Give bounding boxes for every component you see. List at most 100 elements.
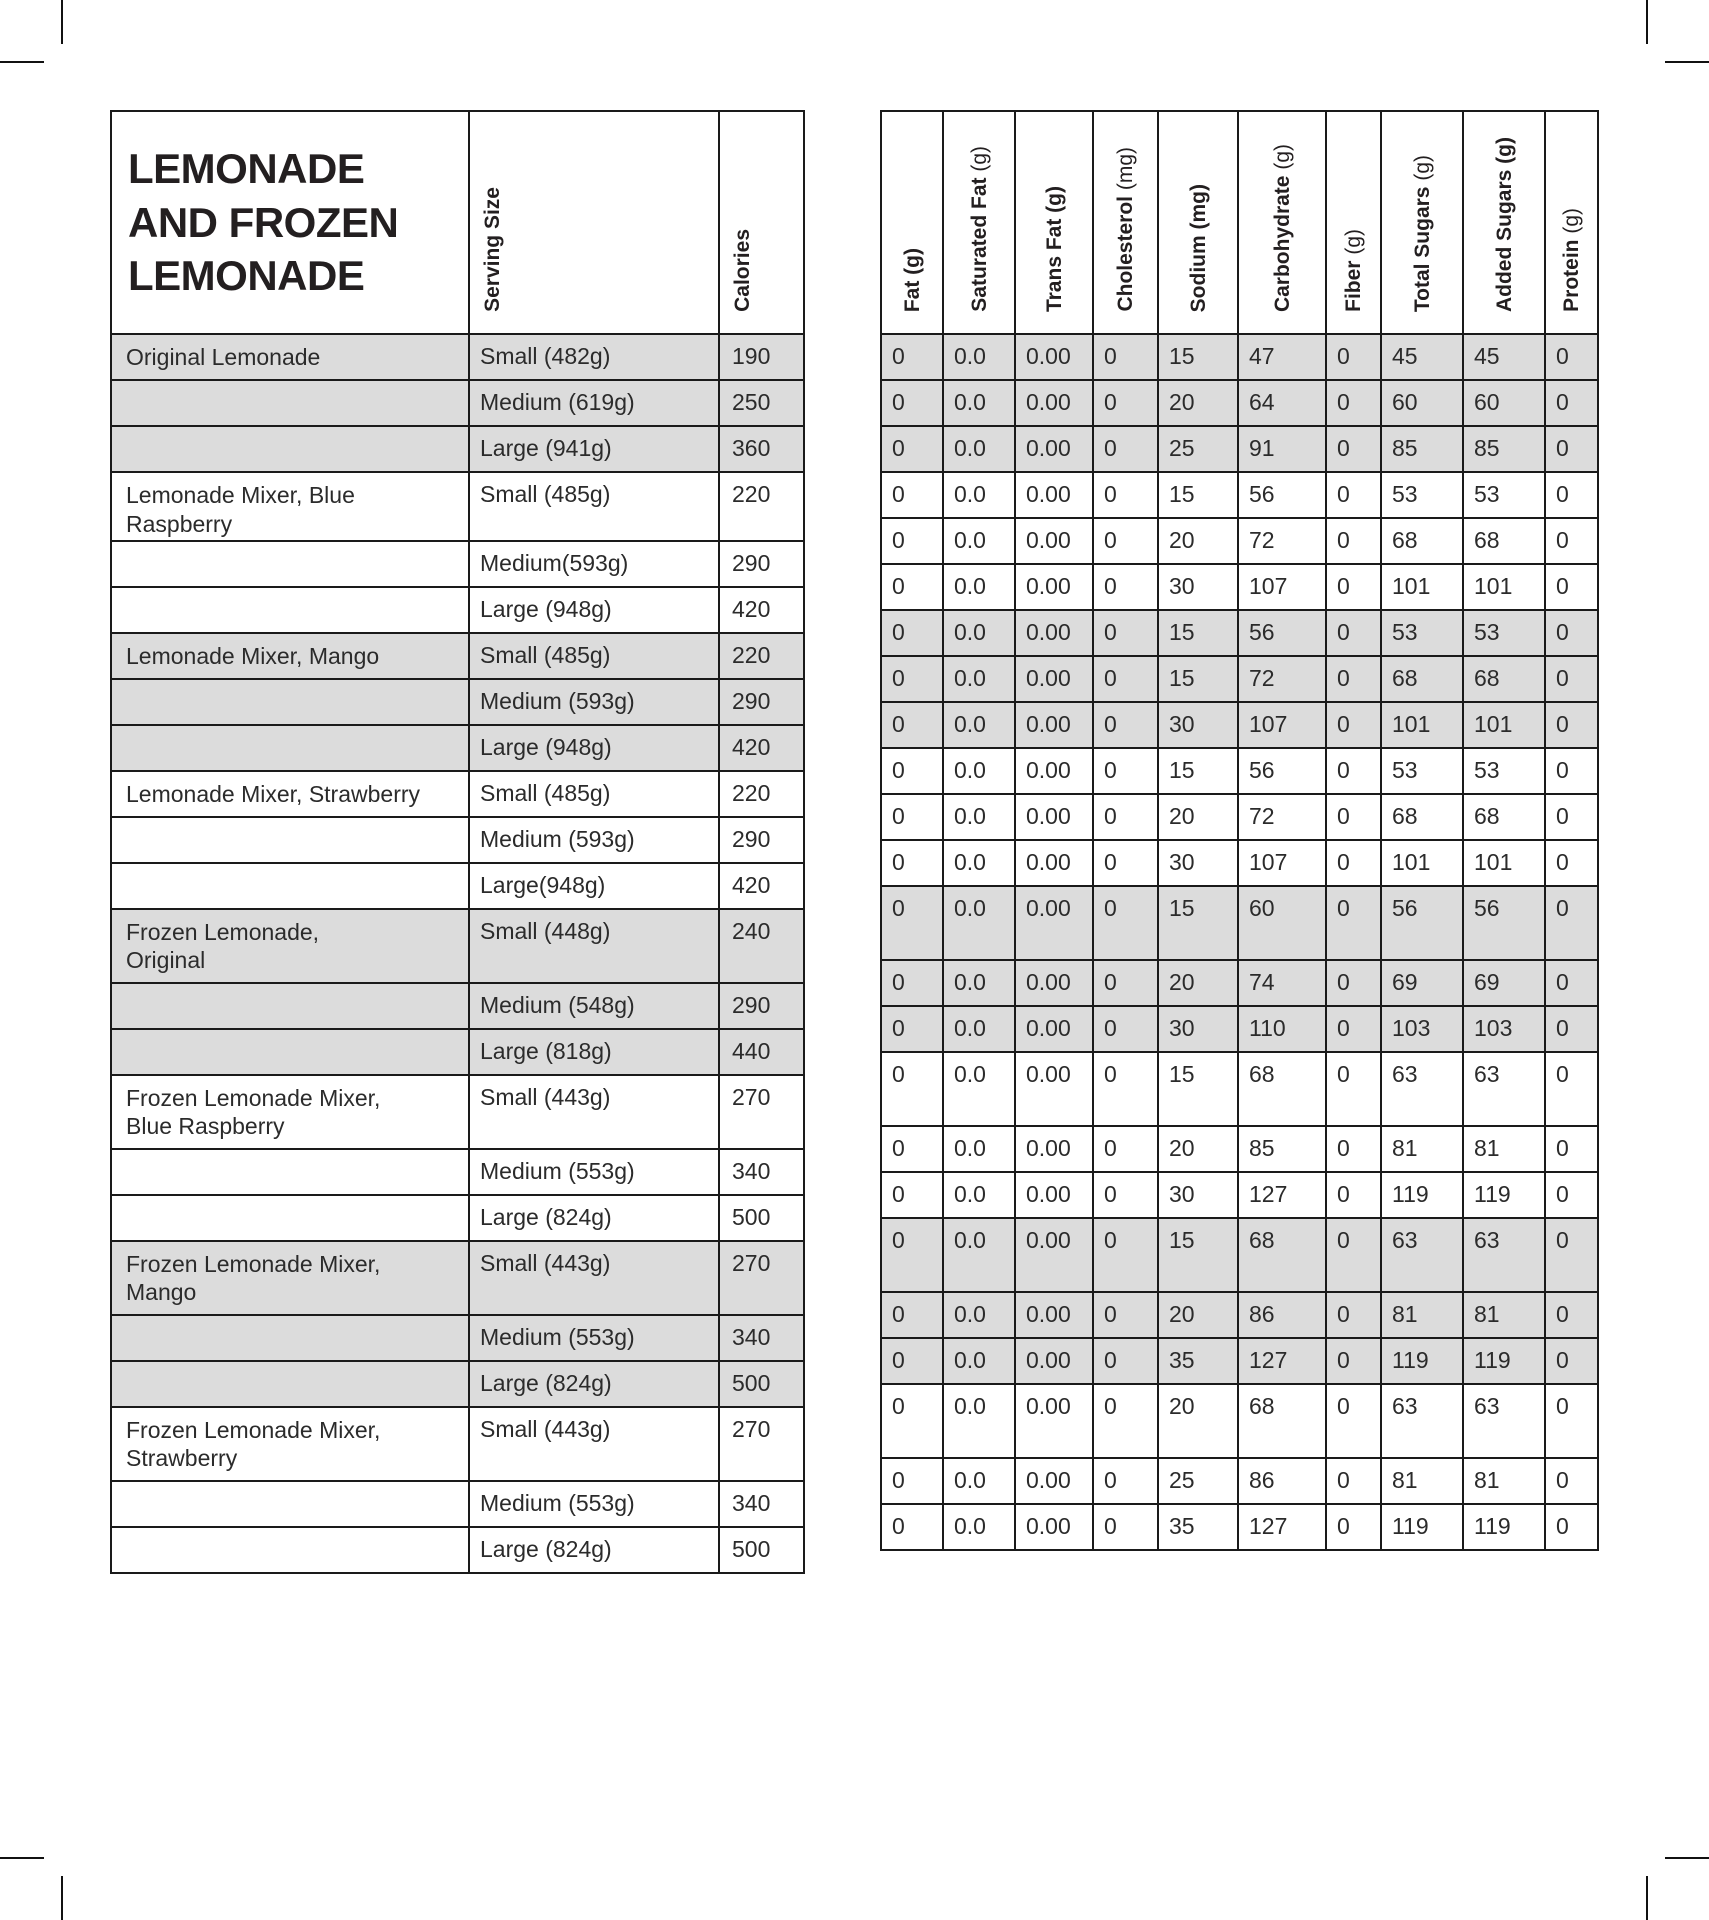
nutrient-value-cell: 15 <box>1157 1051 1239 1127</box>
nutrient-value-cell: 119 <box>1380 1503 1464 1551</box>
nutrient-value-cell: 0 <box>1544 1457 1599 1505</box>
crop-mark <box>1665 1857 1709 1859</box>
nutrient-value-cell: 101 <box>1380 839 1464 887</box>
nutrient-value-cell: 72 <box>1237 517 1327 565</box>
nutrient-value-cell: 0.0 <box>942 839 1016 887</box>
col-header-calories: Calories <box>718 110 805 335</box>
product-row: Frozen Lemonade Mixer, Blue Raspberry Sma… <box>110 1073 805 1150</box>
nutrient-value-cell: 81 <box>1462 1291 1546 1339</box>
nutrient-value-cell: 107 <box>1237 563 1327 611</box>
nutrient-value-cell: 0.0 <box>942 793 1016 841</box>
calories-cell: 340 <box>718 1479 805 1528</box>
col-header-unit: (mg) <box>1114 147 1137 191</box>
nutrient-value-cell: 0 <box>880 1051 944 1127</box>
product-row: Medium (593g) 290 <box>110 677 805 726</box>
product-row: Large (824g) 500 <box>110 1359 805 1408</box>
nutrient-value-cell: 91 <box>1237 425 1327 473</box>
nutrient-value-cell: 0 <box>1092 747 1159 795</box>
nutrient-value-cell: 0.0 <box>942 1217 1016 1293</box>
nutrient-value-cell: 107 <box>1237 701 1327 749</box>
nutrient-value-cell: 0.0 <box>942 1051 1016 1127</box>
nutrient-value-cell: 0.0 <box>942 747 1016 795</box>
nutrient-value-cell: 0.00 <box>1014 1217 1094 1293</box>
nutrient-value-cell: 0.0 <box>942 563 1016 611</box>
serving-size-cell: Small (485g) <box>468 631 720 680</box>
nutrient-value-cell: 45 <box>1380 333 1464 381</box>
calories-cell: 220 <box>718 769 805 818</box>
nutrient-value-cell: 0 <box>1544 563 1599 611</box>
nutrient-value-cell: 0 <box>1092 1337 1159 1385</box>
col-header-trans-fat: Trans Fat (g) <box>1014 110 1094 335</box>
nutrient-value-cell: 0 <box>1325 379 1382 427</box>
nutrient-value-cell: 63 <box>1380 1051 1464 1127</box>
nutrient-value-cell: 0 <box>1092 793 1159 841</box>
nutrient-value-cell: 0 <box>1544 959 1599 1007</box>
nutrient-value-cell: 15 <box>1157 609 1239 657</box>
nutrient-row: 0 0.0 0.00 0 20 74 0 69 69 0 <box>880 959 1599 1007</box>
product-name-cell <box>110 1479 470 1528</box>
product-name-cell <box>110 379 470 427</box>
nutrient-value-cell: 103 <box>1380 1005 1464 1053</box>
nutrient-value-cell: 0 <box>1325 655 1382 703</box>
nutrient-value-cell: 0 <box>880 1457 944 1505</box>
nutrient-value-cell: 68 <box>1462 793 1546 841</box>
nutrient-value-cell: 127 <box>1237 1503 1327 1551</box>
serving-size-cell: Medium (548g) <box>468 981 720 1030</box>
nutrient-value-cell: 63 <box>1380 1383 1464 1459</box>
nutrient-value-cell: 20 <box>1157 793 1239 841</box>
serving-size-cell: Large (824g) <box>468 1525 720 1574</box>
nutrient-value-cell: 81 <box>1462 1457 1546 1505</box>
nutrient-value-cell: 15 <box>1157 333 1239 381</box>
nutrient-value-cell: 20 <box>1157 1383 1239 1459</box>
nutrient-value-cell: 0.00 <box>1014 1005 1094 1053</box>
serving-size-cell: Large (941g) <box>468 425 720 473</box>
nutrient-value-cell: 0 <box>1544 1503 1599 1551</box>
nutrient-value-cell: 0 <box>880 885 944 961</box>
col-header-unit: (g) <box>1270 143 1294 170</box>
nutrient-value-cell: 0 <box>1325 1217 1382 1293</box>
nutrient-value-cell: 81 <box>1462 1125 1546 1173</box>
nutrient-row: 0 0.0 0.00 0 20 68 0 63 63 0 <box>880 1383 1599 1459</box>
page-title: LEMONADE AND FROZEN LEMONADE <box>110 110 470 335</box>
nutrient-value-cell: 68 <box>1462 655 1546 703</box>
calories-cell: 420 <box>718 723 805 772</box>
col-header-label: Saturated Fat (g) <box>967 146 991 312</box>
product-row: Medium (593g) 290 <box>110 815 805 864</box>
product-name-cell <box>110 425 470 473</box>
nutrient-value-cell: 60 <box>1237 885 1327 961</box>
serving-size-cell: Small (485g) <box>468 471 720 542</box>
nutrient-value-cell: 72 <box>1237 655 1327 703</box>
nutrient-value-cell: 0 <box>1092 471 1159 519</box>
nutrient-value-cell: 20 <box>1157 959 1239 1007</box>
nutrient-row: 0 0.0 0.00 0 20 72 0 68 68 0 <box>880 793 1599 841</box>
nutrient-value-cell: 0 <box>1325 1125 1382 1173</box>
nutrient-row: 0 0.0 0.00 0 30 127 0 119 119 0 <box>880 1171 1599 1219</box>
nutrient-value-cell: 56 <box>1380 885 1464 961</box>
nutrient-row: 0 0.0 0.00 0 35 127 0 119 119 0 <box>880 1337 1599 1385</box>
col-header-added-sugars: Added Sugars (g) <box>1462 110 1546 335</box>
nutrient-value-cell: 0 <box>1325 885 1382 961</box>
nutrient-value-cell: 20 <box>1157 1291 1239 1339</box>
nutrient-value-cell: 0 <box>1544 517 1599 565</box>
nutrient-value-cell: 56 <box>1237 609 1327 657</box>
nutrient-value-cell: 0 <box>880 517 944 565</box>
nutrient-value-cell: 53 <box>1380 609 1464 657</box>
serving-size-cell: Large(948g) <box>468 861 720 910</box>
calories-cell: 500 <box>718 1359 805 1408</box>
calories-cell: 290 <box>718 539 805 588</box>
nutrient-value-cell: 20 <box>1157 1125 1239 1173</box>
nutrient-value-cell: 15 <box>1157 885 1239 961</box>
nutrient-value-cell: 0.0 <box>942 333 1016 381</box>
product-name-cell: Original Lemonade <box>110 333 470 381</box>
nutrient-value-cell: 0 <box>1544 1337 1599 1385</box>
nutrient-value-cell: 53 <box>1380 471 1464 519</box>
col-header-unit: (g) <box>900 247 924 275</box>
nutrient-value-cell: 63 <box>1462 1051 1546 1127</box>
nutrient-value-cell: 0 <box>1544 655 1599 703</box>
nutrient-value-cell: 0 <box>1092 1503 1159 1551</box>
nutrient-value-cell: 0 <box>1325 1383 1382 1459</box>
serving-size-cell: Small (482g) <box>468 333 720 381</box>
nutrient-value-cell: 0 <box>1325 1291 1382 1339</box>
nutrient-value-cell: 0 <box>880 333 944 381</box>
nutrient-value-cell: 15 <box>1157 1217 1239 1293</box>
